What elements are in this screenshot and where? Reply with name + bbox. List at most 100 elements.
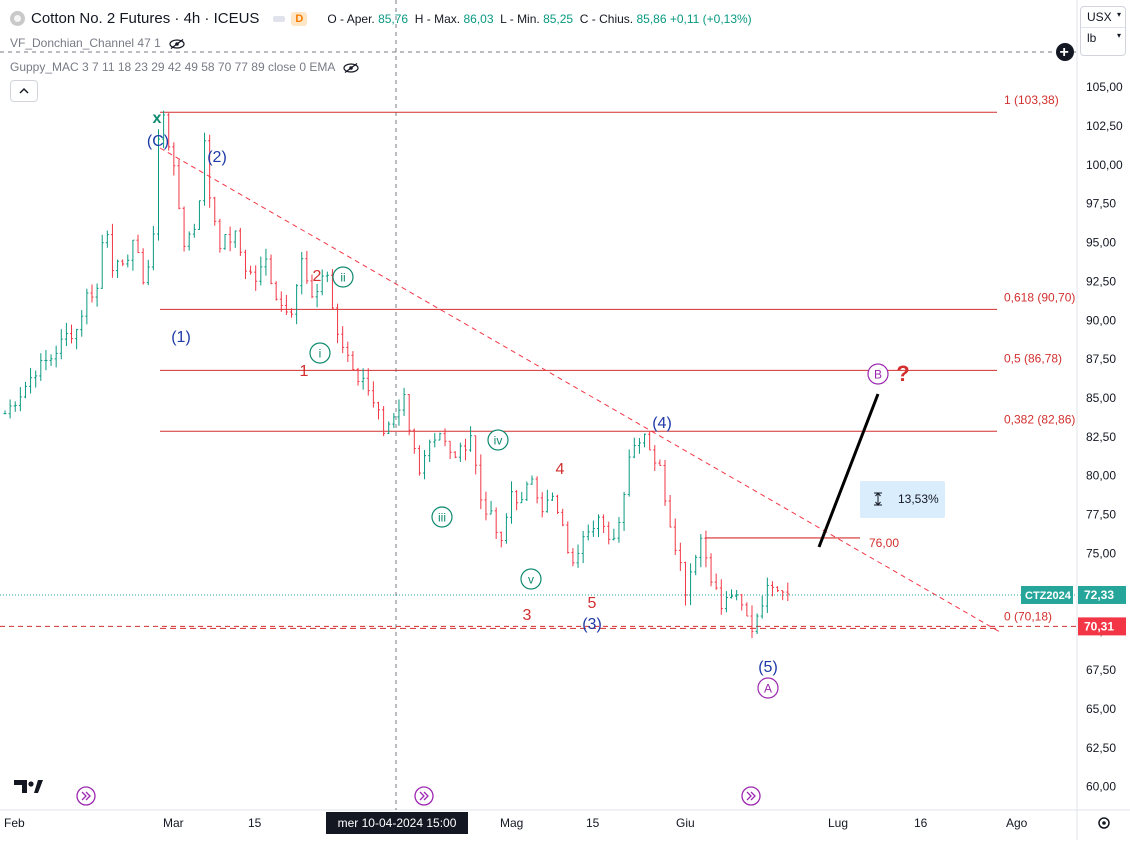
- price-tick-label: 62,50: [1086, 741, 1116, 755]
- wave-label: (3): [582, 616, 602, 633]
- tradingview-logo-slash: [34, 780, 43, 793]
- wave-label: A: [764, 682, 772, 696]
- wave-label-circle: [867, 363, 889, 385]
- plus-icon: +: [1060, 44, 1069, 61]
- hidden-eye-icon[interactable]: [169, 38, 185, 49]
- unit-label: lb: [1087, 31, 1097, 45]
- price-tick-label: 80,00: [1086, 469, 1116, 483]
- indicator-guppy[interactable]: Guppy_MAC 3 7 11 18 23 29 42 49 58 70 77…: [10, 60, 359, 74]
- wave-label: (2): [207, 149, 227, 166]
- price-tick-label: 85,00: [1086, 391, 1116, 405]
- price-tick-label: 105,00: [1086, 80, 1123, 94]
- fib-level-label: 0,618 (90,70): [1004, 290, 1075, 304]
- measure-percent-label: 13,53%: [898, 492, 939, 506]
- time-tick-label: Giu: [676, 816, 695, 830]
- low-value: 85,25: [543, 11, 574, 26]
- tradingview-logo-dot: [28, 781, 34, 787]
- ohlc-values: O - Aper. 85,76 H - Max. 86,03 L - Min. …: [327, 12, 751, 26]
- price-tick-label: 92,50: [1086, 274, 1116, 288]
- price-tick-label: 82,50: [1086, 430, 1116, 444]
- price-tick-label: 102,50: [1086, 119, 1123, 133]
- wave-label-circle: [757, 677, 779, 699]
- open-value: 85,76: [378, 11, 409, 26]
- delay-badge[interactable]: D: [291, 11, 308, 26]
- price-tick-label: 97,50: [1086, 197, 1116, 211]
- hidden-eye-icon[interactable]: [343, 62, 359, 73]
- current-price-tag: [1078, 585, 1126, 604]
- price-tick-label: 75,00: [1086, 546, 1116, 560]
- double-chevron-icon: [746, 791, 756, 801]
- double-chevron-icon: [81, 791, 91, 801]
- symbol-tag: [1021, 585, 1073, 604]
- currency-label: USX: [1087, 10, 1112, 24]
- wave-label: iii: [438, 511, 446, 525]
- low-marker-tag: [1078, 617, 1126, 636]
- time-tick-label: 15: [586, 816, 600, 830]
- wave-label: 3: [523, 607, 532, 624]
- indicator-donchian[interactable]: VF_Donchian_Channel 47 1: [10, 36, 185, 50]
- wave-label: v: [528, 573, 534, 587]
- wave-label: 2: [313, 268, 322, 285]
- wave-label-circle: [309, 342, 331, 364]
- high-label: H - Max.: [414, 11, 461, 26]
- wave-label-circle: [520, 568, 542, 590]
- price-tick-label: 87,50: [1086, 352, 1116, 366]
- wave-label: (1): [171, 329, 191, 346]
- price-tick-label: 90,00: [1086, 313, 1116, 327]
- measure-box[interactable]: [860, 481, 945, 518]
- fib-level-label: 0,5 (86,78): [1004, 351, 1062, 365]
- chart-header: Cotton No. 2 Futures · 4h · ICEUS D O - …: [10, 10, 752, 27]
- add-alert-button[interactable]: [1056, 43, 1074, 61]
- wave-label: ii: [340, 271, 345, 285]
- price-tick-label: 65,00: [1086, 702, 1116, 716]
- time-tick-label: Feb: [4, 816, 25, 830]
- symbol-logo-icon: [10, 11, 25, 26]
- collapse-indicators-button[interactable]: [10, 80, 38, 102]
- price-tick-label: 60,00: [1086, 780, 1116, 794]
- price-tick-label: 67,50: [1086, 663, 1116, 677]
- current-price-label: 72,33: [1084, 588, 1114, 602]
- indicator-donchian-label: VF_Donchian_Channel 47 1: [10, 36, 161, 50]
- fib-level-label: 0 (70,18): [1004, 609, 1052, 623]
- price-tick-label: 77,50: [1086, 508, 1116, 522]
- wave-label: B: [874, 368, 882, 382]
- chevron-down-icon: ▾: [1116, 31, 1121, 40]
- projection-line[interactable]: [817, 393, 880, 548]
- wave-label: iv: [494, 434, 503, 448]
- wave-label-circle: [431, 506, 453, 528]
- time-tick-label: 16: [914, 816, 928, 830]
- crosshair-time-label: mer 10-04-2024 15:00: [326, 812, 468, 834]
- time-tick-label: 15: [248, 816, 262, 830]
- high-value: 86,03: [463, 11, 494, 26]
- wave-label: 1: [300, 363, 309, 380]
- wave-label-circle: [487, 429, 509, 451]
- symbol-title[interactable]: Cotton No. 2 Futures · 4h · ICEUS: [31, 10, 260, 27]
- double-chevron-icon: [419, 791, 429, 801]
- wave-label: 4: [556, 461, 565, 478]
- price-tick-label: 100,00: [1086, 158, 1123, 172]
- indicator-guppy-label: Guppy_MAC 3 7 11 18 23 29 42 49 58 70 77…: [10, 60, 336, 74]
- wave-label: (C): [147, 133, 169, 150]
- symbol-tag-label: CTZ2024: [1025, 590, 1072, 602]
- open-label: O - Aper.: [327, 11, 375, 26]
- currency-unit-selector[interactable]: USX ▾ lb ▾: [1080, 6, 1126, 56]
- tradingview-logo: [14, 780, 27, 793]
- settings-gear-icon[interactable]: [1098, 817, 1110, 829]
- chevron-up-icon: [19, 88, 29, 94]
- fib-level-label: 0,382 (82,86): [1004, 412, 1075, 426]
- low-label: L - Min.: [500, 11, 540, 26]
- wave-label: 5: [588, 595, 597, 612]
- descending-trendline[interactable]: [159, 147, 1001, 633]
- wave-label: (5): [758, 659, 778, 676]
- session-icon: [273, 15, 286, 22]
- price-tick-label: 95,00: [1086, 236, 1116, 250]
- time-tick-label: Mag: [500, 816, 523, 830]
- time-tick-label: Ago: [1006, 816, 1028, 830]
- low-marker-label: 70,31: [1084, 619, 1114, 633]
- measure-range-icon: [874, 492, 882, 506]
- currency-select[interactable]: USX ▾: [1081, 7, 1125, 27]
- wave-label: i: [319, 347, 322, 361]
- unit-select[interactable]: lb ▾: [1081, 27, 1125, 48]
